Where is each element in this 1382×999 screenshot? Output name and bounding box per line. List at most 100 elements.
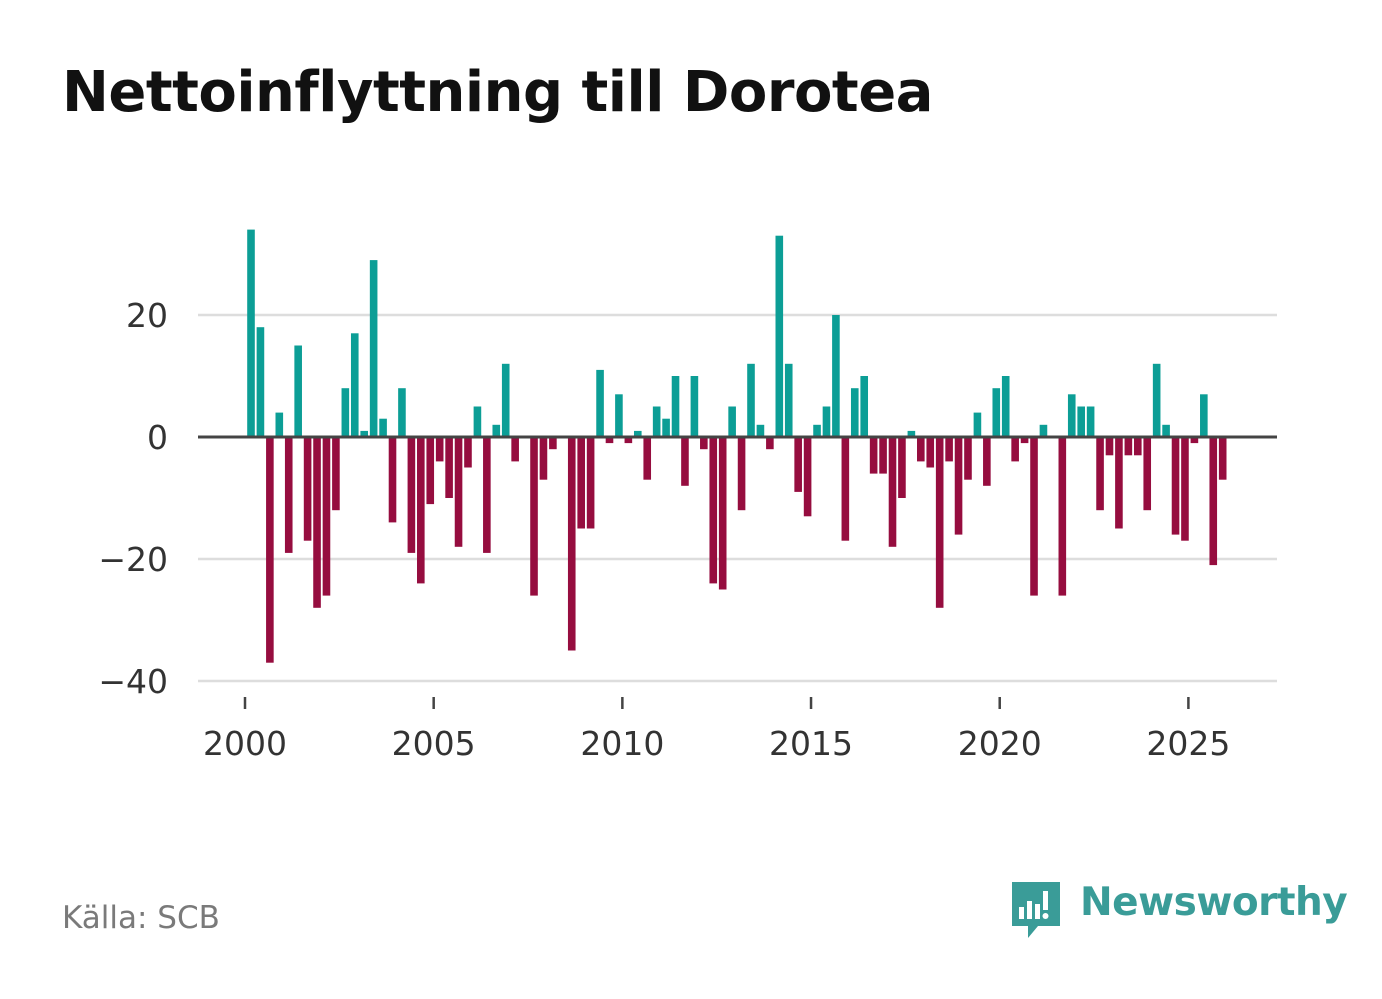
bar xyxy=(803,437,812,517)
bar xyxy=(1171,437,1180,535)
bar xyxy=(747,363,755,437)
bar xyxy=(898,437,906,498)
bar xyxy=(1105,437,1114,456)
bar xyxy=(756,424,765,437)
bar xyxy=(266,437,274,663)
source-label: Källa: SCB xyxy=(62,900,220,936)
x-axis-labels: 2000 2005 2010 2015 2020 2025 xyxy=(203,724,1230,763)
bar xyxy=(633,430,642,437)
bar xyxy=(398,388,406,437)
bar xyxy=(322,437,331,596)
bar xyxy=(1067,394,1076,437)
bar xyxy=(1124,437,1133,456)
bar xyxy=(935,437,944,608)
bar xyxy=(983,437,991,486)
bar xyxy=(888,437,897,547)
x-tick-label: 2005 xyxy=(392,724,476,763)
bar xyxy=(1030,437,1038,596)
bar xyxy=(332,437,340,511)
bar xyxy=(624,437,633,444)
bar xyxy=(492,424,501,437)
bar xyxy=(671,376,680,437)
bar xyxy=(1162,424,1170,437)
bar xyxy=(605,437,614,444)
bar xyxy=(992,388,1001,437)
bar xyxy=(860,376,869,437)
bar xyxy=(700,437,708,450)
bar xyxy=(284,437,293,553)
bar xyxy=(879,437,887,474)
bar xyxy=(530,437,538,596)
bar xyxy=(1096,437,1104,511)
bar xyxy=(407,437,416,553)
bar xyxy=(1143,437,1152,511)
bar xyxy=(784,363,793,437)
y-tick-label: 0 xyxy=(147,418,168,457)
bar xyxy=(1181,437,1189,541)
bar xyxy=(1209,437,1218,566)
bar xyxy=(549,437,557,450)
bar xyxy=(379,418,387,437)
bar xyxy=(964,437,972,480)
bar xyxy=(813,424,821,437)
bar xyxy=(681,437,689,486)
bar xyxy=(388,437,397,523)
bar xyxy=(822,406,831,437)
bar xyxy=(832,315,840,437)
bar xyxy=(973,412,982,437)
x-tick-label: 2010 xyxy=(580,724,664,763)
x-tick-label: 2025 xyxy=(1146,724,1230,763)
bar xyxy=(567,437,576,651)
bar xyxy=(483,437,491,553)
bar xyxy=(360,430,369,437)
bar xyxy=(1152,363,1161,437)
y-tick-label: 20 xyxy=(126,296,168,335)
bar xyxy=(1133,437,1142,456)
bar xyxy=(417,437,425,584)
newsworthy-logo-icon xyxy=(1012,882,1060,938)
bar xyxy=(662,418,670,437)
bar xyxy=(350,333,359,437)
bar xyxy=(737,437,746,511)
bar xyxy=(954,437,963,535)
grid-lines xyxy=(198,313,1277,683)
y-tick-label: −40 xyxy=(98,662,168,701)
bars xyxy=(247,229,1227,663)
bar xyxy=(926,437,935,468)
x-tick-label: 2000 xyxy=(203,724,287,763)
bar xyxy=(577,437,585,529)
bar xyxy=(1020,437,1029,444)
bar xyxy=(1115,437,1123,529)
bar xyxy=(454,437,463,547)
axes xyxy=(198,435,1277,709)
bar xyxy=(445,437,453,498)
bar xyxy=(1190,437,1199,444)
bar xyxy=(313,437,321,608)
bar xyxy=(294,345,302,437)
bar xyxy=(1011,437,1019,462)
bar xyxy=(256,327,265,437)
bar xyxy=(728,406,736,437)
bar xyxy=(869,437,878,474)
bar xyxy=(718,437,727,590)
bar xyxy=(539,437,548,480)
bar xyxy=(369,260,378,437)
chart-title: Nettoinflyttning till Dorotea xyxy=(62,60,933,125)
bar xyxy=(275,412,284,437)
bar xyxy=(501,363,510,437)
bar xyxy=(1058,437,1067,596)
bar xyxy=(464,437,472,468)
bar xyxy=(907,430,916,437)
bar xyxy=(709,437,718,584)
bar xyxy=(794,437,802,492)
bar xyxy=(511,437,519,462)
bar xyxy=(850,388,859,437)
x-tick-label: 2020 xyxy=(958,724,1042,763)
bar xyxy=(841,437,850,541)
bar xyxy=(1200,394,1208,437)
y-axis-labels: 20 0 −20 −40 xyxy=(98,296,168,701)
brand-name: Newsworthy xyxy=(1080,880,1348,925)
bar xyxy=(1086,406,1095,437)
brand-logo[interactable]: Newsworthy xyxy=(1010,876,1348,946)
